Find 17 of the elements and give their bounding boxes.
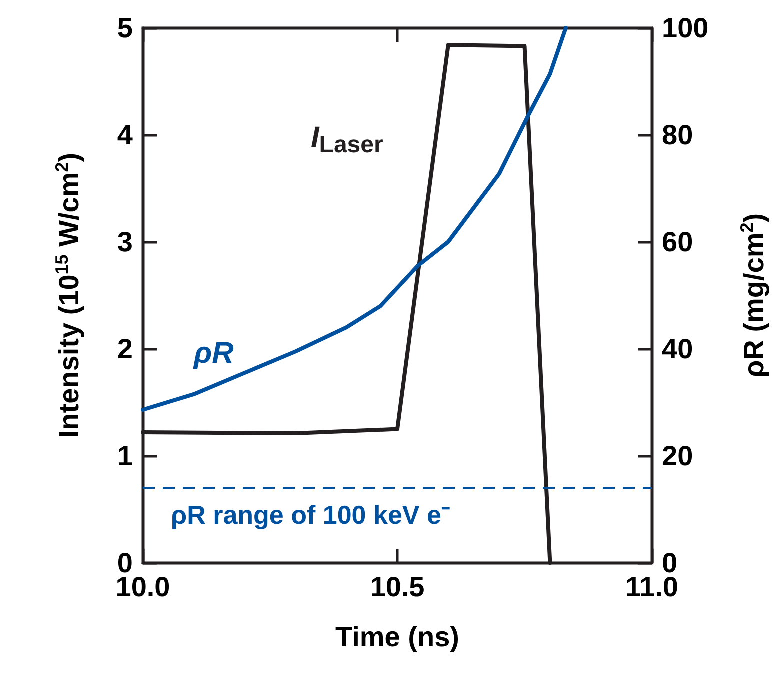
y-tick-label: 5 <box>117 12 133 44</box>
y2-axis-title: ρR (mg/cm2) <box>737 213 770 378</box>
line-series <box>141 26 568 412</box>
y-tick-label: 2 <box>117 334 133 364</box>
y-tick-label: 1 <box>117 440 133 472</box>
y-axis-title: Intensity (1015 W/cm2) <box>52 152 84 438</box>
y-tick-label: 3 <box>117 226 133 258</box>
x-axis-title: Time (ns) <box>336 622 460 652</box>
y2-tick-label: 20 <box>662 440 694 472</box>
y-tick-label: 4 <box>117 120 134 150</box>
y2-tick-label: 100 <box>662 12 709 44</box>
y2-tick-label: 60 <box>662 226 694 258</box>
ref-line-label: ρR range of 100 keV e⁻ <box>171 500 450 530</box>
x-tick-label: 10.5 <box>370 572 425 602</box>
y2-tick-label: 40 <box>662 334 694 364</box>
series-label: ρR <box>192 336 234 370</box>
y2-tick-label: 80 <box>662 120 694 150</box>
